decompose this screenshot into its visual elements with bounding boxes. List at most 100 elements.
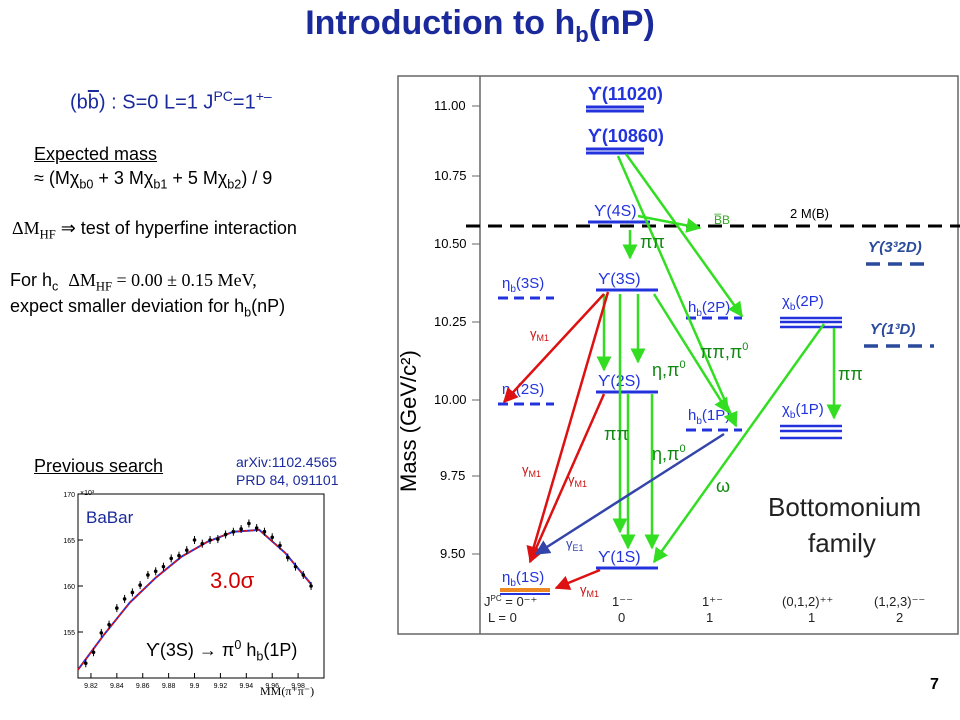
label-eta-pi0-b: η,π0 [652,443,686,464]
formula-c: + 5 Mχ [167,168,228,188]
ref-prd: PRD 84, 091101 [236,472,339,488]
hc-dm: ΔM [68,270,96,290]
ytick-1000: 10.00 [434,392,467,407]
hc-line2b: (nP) [251,296,286,316]
formula-a: ≈ (Mχ [34,168,80,188]
label-gm1-a: γM1 [530,326,549,343]
label-gm1-c: γM1 [568,472,587,489]
page-number: 7 [930,676,939,693]
data-point [239,527,243,531]
expected-formula: ≈ (Mχb0 + 3 Mχb1 + 5 Mχb2) / 9 [34,168,272,192]
x-tick-label: 9.82 [84,683,98,690]
hc-value: = 0.00 ± 0.15 MeV, [112,270,257,290]
qn-sup: PC [213,88,233,104]
data-point [138,583,142,587]
l-chi: 1 [808,610,815,625]
ytick-975: 9.75 [440,468,465,483]
u11020-label: ϒ(11020) [588,84,663,104]
formula-sub-c: b2 [227,177,242,192]
ytick-1075: 10.75 [434,168,467,183]
ytick-1025: 10.25 [434,314,467,329]
arrow-u2s-eta1s [528,393,606,564]
jpc-d: (1,2,3)⁻⁻ [874,594,925,609]
data-point [122,597,127,601]
hc-line1: For hc ΔMHF = 0.00 ± 0.15 MeV, [10,270,257,295]
data-point [107,622,111,627]
eta3s-label: ηb(3S) [502,275,544,295]
label-gm1-b: γM1 [522,462,541,479]
y-ticks: 11.00 10.75 10.50 10.25 10.00 9.75 9.50 [434,98,480,561]
bb-label: B̅B [714,213,730,227]
data-point [184,548,189,552]
data-point [309,584,313,588]
y-tick-label: 160 [63,584,75,591]
data-point [231,529,236,534]
chi1p-label: χb(1P) [782,401,824,421]
decay-sup: 0 [234,638,242,652]
y-exponent: ×10³ [80,490,95,497]
arrow-u10860-hb1p [616,155,738,428]
data-point [200,541,205,546]
hc-dm-sub: HF [95,279,113,294]
arrow-u4s-bb [637,214,702,233]
x-tick-label: 9.94 [240,683,254,690]
fit-curve-background [77,529,312,671]
data-point [161,564,166,569]
decay-sub: b [256,649,264,664]
x-tick-label: 9.86 [136,683,150,690]
chi2p-label: χb(2P) [782,293,824,313]
family-label-1: Bottomonium [768,492,921,522]
u31d-label: ϒ(1³D) [870,321,915,338]
arrow-chi2p-u1s [652,323,826,564]
title-tail: (nP) [588,4,655,42]
data-point [208,538,212,542]
l-hb: 1 [706,610,713,625]
u3s-label: ϒ(3S) [598,271,641,288]
data-point [285,555,290,560]
decay-label: ϒ(3S) → π0 hb(1P) [146,638,298,664]
x-tick-label: 9.92 [214,683,228,690]
data-point [177,553,181,558]
jpc-hb: 1⁺⁻ [702,594,723,609]
label-eta-pi0-a: η,π0 [652,359,686,380]
qn-pre: (b [70,91,88,114]
hb2p-label: hb(2P) [688,299,730,319]
l-upsilon: 0 [618,610,625,625]
arrow-u10860-hb2p [624,153,744,318]
u32d-label: ϒ(3³2D) [868,239,922,256]
label-gm1-d: γM1 [580,582,599,599]
eta1s-label: ηb(1S) [502,569,544,589]
arrow-u3s-eta2s [502,293,605,404]
data-point [153,569,158,574]
qn-sup2: +– [255,88,272,104]
data-point [192,538,197,542]
slide-title: Introduction to hb(nP) [0,4,960,48]
ref-arxiv: arXiv:1102.4565 [236,454,337,470]
qn-tail: =1 [232,91,256,114]
y-axis-label: Mass (GeV/c²) [396,350,421,492]
jpc-label: JPC = 0⁻⁺ [484,594,537,609]
data-point [146,573,150,577]
decay-c: (1P) [263,640,298,660]
l-d: 2 [896,610,903,625]
label-omega: ω [716,476,730,496]
formula-sub-b: b1 [153,177,168,192]
quantum-numbers: (bb) : S=0 L=1 JPC=1+– [70,88,272,115]
hc-line2-sub: b [244,305,252,320]
significance-label: 3.0σ [210,568,255,593]
plot-xlabel: MM(π⁺π⁻) [260,684,315,698]
arrow-u3s-hb1p [652,293,730,414]
hf-sub: HF [39,227,56,242]
label-pipi-2s: ππ [604,424,629,444]
ytick-1050: 10.50 [434,236,467,251]
decay-b: h [241,640,257,660]
y-tick-label: 155 [63,630,75,637]
formula-sub-a: b0 [79,177,94,192]
u1s-label: ϒ(1S) [598,549,641,566]
arrow-u3s-eta1s [526,291,610,562]
hc-lead: For h [10,270,53,290]
l-label: L = 0 [488,610,517,625]
bottomonium-svg: 11.00 10.75 10.50 10.25 10.00 9.75 9.50 … [396,75,960,635]
label-pipi-4s: ππ [640,232,665,252]
hc-line2: expect smaller deviation for hb(nP) [10,296,285,320]
